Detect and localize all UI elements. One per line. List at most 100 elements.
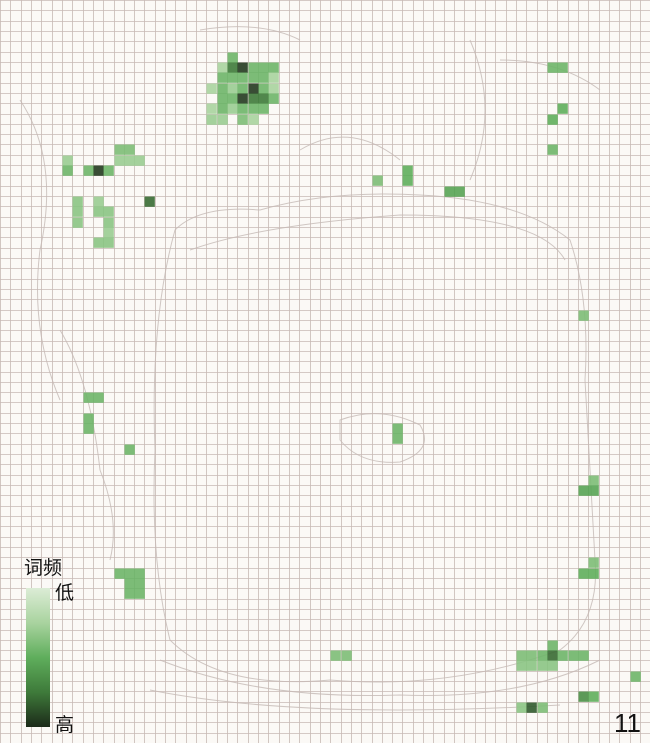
heatmap-cell xyxy=(134,568,145,579)
heatmap-cell xyxy=(62,155,73,166)
heatmap-cell xyxy=(237,114,248,125)
heatmap-cell xyxy=(206,83,217,94)
heatmap-cell xyxy=(578,691,589,702)
heatmap-cell xyxy=(268,93,279,104)
heatmap-cell xyxy=(237,83,248,94)
heatmap-cell xyxy=(258,93,269,104)
heatmap-cell xyxy=(237,62,248,73)
heatmap-cell xyxy=(248,72,259,83)
heatmap-cell xyxy=(83,165,94,176)
heatmap-cell xyxy=(124,588,135,599)
heatmap-cell xyxy=(248,93,259,104)
heatmap-cell xyxy=(124,155,135,166)
heatmap-cell xyxy=(392,423,403,434)
legend-high-label: 高 xyxy=(55,714,75,736)
heatmap-cell xyxy=(547,144,558,155)
heatmap-cell xyxy=(248,83,259,94)
heatmap-cell xyxy=(83,423,94,434)
heatmap-cell xyxy=(547,62,558,73)
legend-title: 词频 xyxy=(24,557,63,579)
heatmap-cell xyxy=(547,650,558,661)
heatmap-cell xyxy=(588,557,599,568)
heatmap-cell xyxy=(124,444,135,455)
heatmap-cell xyxy=(268,83,279,94)
heatmap-cell xyxy=(134,155,145,166)
heatmap-cell xyxy=(124,578,135,589)
heatmap-cell xyxy=(93,206,104,217)
heatmap-cell xyxy=(258,83,269,94)
legend-color-bar xyxy=(26,588,50,727)
heatmap-cell xyxy=(557,650,568,661)
heatmap-cell xyxy=(578,650,589,661)
heatmap-cell xyxy=(578,310,589,321)
heatmap-cell xyxy=(402,175,413,186)
heatmap-cell xyxy=(526,660,537,671)
heatmap-cell xyxy=(268,62,279,73)
heatmap-cell xyxy=(547,114,558,125)
heatmap-cell xyxy=(516,650,527,661)
basemap-sketch xyxy=(19,26,601,711)
heatmap-cell xyxy=(330,650,341,661)
heatmap-cell xyxy=(557,103,568,114)
heatmap-cell xyxy=(134,578,145,589)
heatmap-cell xyxy=(237,103,248,114)
heatmap-cell xyxy=(588,568,599,579)
heatmap-cell xyxy=(103,237,114,248)
heatmap-cell xyxy=(83,392,94,403)
heatmap-cell xyxy=(144,196,155,207)
heatmap-cell xyxy=(103,217,114,228)
heatmap-cell xyxy=(206,103,217,114)
heatmap-cell xyxy=(124,144,135,155)
heatmap-cell xyxy=(526,650,537,661)
heatmap-cell xyxy=(526,702,537,713)
heatmap-cell xyxy=(103,227,114,238)
heatmap-cell xyxy=(547,640,558,651)
heatmap-cell xyxy=(134,588,145,599)
heatmap-cell xyxy=(516,702,527,713)
heatmap-cell xyxy=(114,568,125,579)
heatmap-cell xyxy=(237,72,248,83)
heatmap-cell xyxy=(217,83,228,94)
heatmap-cell xyxy=(578,485,589,496)
heatmap-cell xyxy=(217,114,228,125)
heatmap-cell xyxy=(227,62,238,73)
heatmap-cell xyxy=(124,568,135,579)
heatmap-cell xyxy=(588,485,599,496)
heatmap-cell xyxy=(568,650,579,661)
heatmap-cell xyxy=(227,93,238,104)
heatmap-cell xyxy=(248,114,259,125)
heatmap-cell xyxy=(93,165,104,176)
heatmap-cell xyxy=(114,144,125,155)
heatmap-cell xyxy=(206,114,217,125)
heatmap-cell xyxy=(114,155,125,166)
legend-low-label: 低 xyxy=(55,582,75,604)
heatmap-cell xyxy=(217,93,228,104)
heatmap-cell xyxy=(227,83,238,94)
heatmap-cell xyxy=(83,413,94,424)
heatmap-cell xyxy=(72,217,83,228)
heatmap-cell xyxy=(217,103,228,114)
heatmap-cell xyxy=(227,103,238,114)
heatmap-cell xyxy=(537,660,548,671)
heatmap-cell xyxy=(103,206,114,217)
heatmap-cell xyxy=(444,186,455,197)
heatmap-cell xyxy=(258,62,269,73)
heatmap-cell xyxy=(630,671,641,682)
heatmap-cell xyxy=(537,702,548,713)
heatmap-cell xyxy=(402,165,413,176)
heatmap-cell xyxy=(588,691,599,702)
heatmap-cell xyxy=(454,186,465,197)
heatmap-cell xyxy=(258,72,269,83)
heatmap-cell xyxy=(72,206,83,217)
heatmap-cell xyxy=(341,650,352,661)
page-number: 11 xyxy=(614,708,641,738)
heatmap-cell xyxy=(537,650,548,661)
heatmap-cell xyxy=(372,175,383,186)
heatmap-cell xyxy=(516,660,527,671)
heatmap-cell xyxy=(578,568,589,579)
heatmap-cell xyxy=(227,72,238,83)
heatmap-cell xyxy=(248,62,259,73)
heatmap-cell xyxy=(258,103,269,114)
heatmap-cell xyxy=(93,196,104,207)
